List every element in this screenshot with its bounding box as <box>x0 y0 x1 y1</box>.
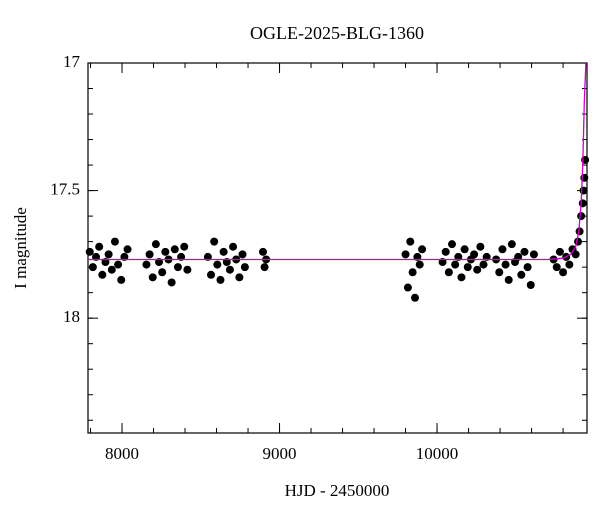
data-point <box>173 263 182 272</box>
data-point <box>258 247 267 256</box>
data-point <box>479 260 488 269</box>
x-tick-label: 10000 <box>416 444 459 463</box>
data-point <box>216 275 225 284</box>
data-point <box>229 242 238 251</box>
data-point <box>529 250 538 259</box>
data-point <box>559 268 568 277</box>
data-point <box>142 260 151 269</box>
data-point <box>213 260 222 269</box>
data-point <box>401 250 410 259</box>
data-point <box>526 281 535 289</box>
data-point <box>578 199 587 208</box>
data-point <box>463 263 472 272</box>
data-point <box>210 237 219 246</box>
data-point <box>565 260 574 269</box>
data-point <box>114 260 123 269</box>
data-point <box>577 212 586 221</box>
data-point <box>183 265 192 274</box>
model-curve <box>88 62 587 261</box>
data-point <box>504 275 513 284</box>
data-point <box>552 263 561 272</box>
data-point <box>451 260 460 269</box>
data-point <box>520 247 529 256</box>
data-point <box>501 260 510 269</box>
data-point <box>170 245 179 254</box>
data-point <box>574 237 583 246</box>
x-tick-label: 9000 <box>263 444 297 463</box>
data-point <box>575 227 584 236</box>
data-point <box>579 186 588 195</box>
data-point <box>403 283 412 292</box>
data-point <box>507 240 516 249</box>
data-point <box>123 245 132 254</box>
data-point <box>110 237 119 246</box>
x-tick-label: 8000 <box>105 444 139 463</box>
data-point <box>167 278 176 287</box>
data-point <box>517 270 526 279</box>
data-point <box>260 263 269 272</box>
data-point <box>441 247 450 256</box>
data-point <box>408 268 417 277</box>
data-point <box>98 270 107 279</box>
data-point <box>444 268 453 277</box>
data-point <box>161 247 170 256</box>
y-axis-label: I magnitude <box>11 207 30 289</box>
data-point <box>219 247 228 256</box>
data-point <box>104 250 113 259</box>
data-point <box>495 268 504 277</box>
data-point <box>148 273 157 282</box>
data-point <box>235 273 244 282</box>
data-point <box>523 263 532 272</box>
data-point <box>158 268 167 277</box>
data-point <box>240 263 249 272</box>
data-point <box>470 250 479 259</box>
data-point <box>498 245 507 254</box>
data-point <box>107 265 116 274</box>
data-point <box>418 245 427 254</box>
data-point <box>117 275 126 284</box>
data-point <box>476 242 485 251</box>
data-point <box>88 263 97 272</box>
data-point <box>85 247 94 256</box>
data-point <box>207 270 216 279</box>
x-axis-label: HJD - 2450000 <box>285 481 390 500</box>
data-point <box>95 242 104 251</box>
data-point <box>457 273 466 282</box>
data-point <box>410 293 419 302</box>
y-tick-label: 18 <box>63 307 80 326</box>
data-point <box>238 250 247 259</box>
data-point <box>151 240 160 249</box>
data-point <box>571 250 580 259</box>
chart-title: OGLE-2025-BLG-1360 <box>250 23 424 43</box>
y-tick-label: 17 <box>63 52 81 71</box>
data-point <box>460 245 469 254</box>
plot-frame <box>87 62 588 434</box>
data-point <box>448 240 457 249</box>
data-point <box>473 265 482 274</box>
data-point <box>180 242 189 251</box>
data-point <box>145 250 154 259</box>
data-point <box>225 265 234 274</box>
data-point <box>555 247 564 256</box>
y-tick-label: 17.5 <box>50 179 80 198</box>
data-point <box>406 237 415 246</box>
data-point <box>415 260 424 269</box>
